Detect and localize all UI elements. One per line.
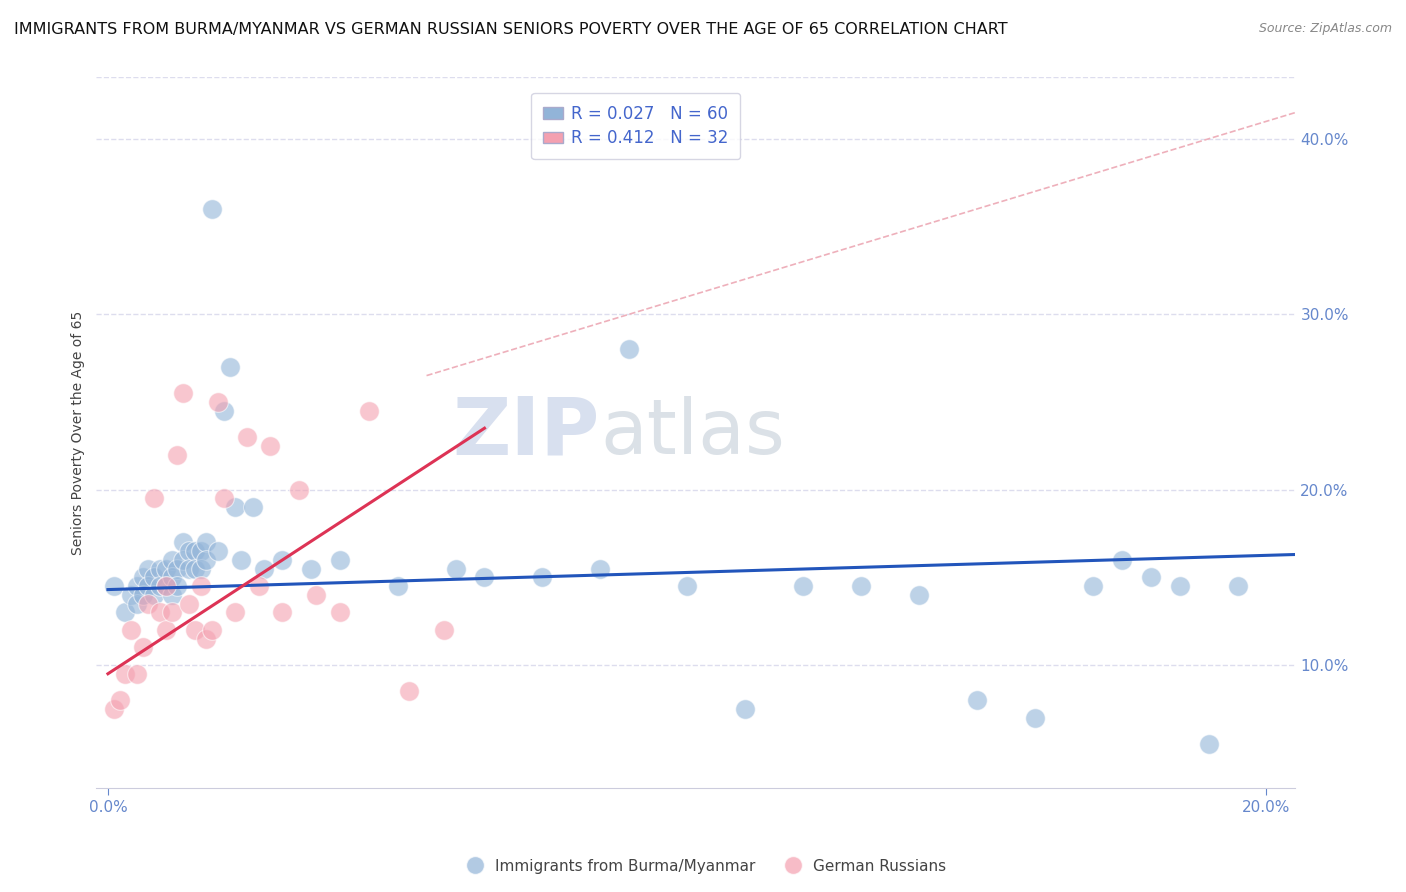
Point (207, 395, 229, 409)
Point (155, 623, 177, 637)
Point (270, 606, 292, 620)
Point (149, 579, 172, 593)
Text: ZIP: ZIP (453, 393, 600, 472)
Point (177, 561, 200, 575)
Text: atlas: atlas (600, 395, 785, 469)
Point (120, 623, 142, 637)
Point (166, 561, 188, 575)
Point (212, 403, 235, 417)
Point (288, 483, 311, 497)
Point (329, 606, 352, 620)
Point (177, 544, 200, 558)
Point (131, 640, 153, 655)
Point (114, 606, 136, 620)
Point (531, 570, 554, 584)
Point (908, 588, 931, 602)
Point (160, 588, 183, 602)
Point (201, 202, 224, 216)
Point (143, 570, 166, 584)
Point (242, 500, 264, 515)
Point (103, 702, 125, 716)
Point (201, 623, 224, 637)
Point (1111, 553, 1133, 567)
Point (131, 588, 153, 602)
Point (172, 553, 194, 567)
Point (172, 535, 194, 549)
Point (849, 579, 872, 593)
Point (474, 570, 496, 584)
Point (125, 666, 148, 681)
Point (212, 491, 235, 506)
Point (190, 544, 212, 558)
Point (125, 597, 148, 611)
Point (966, 693, 988, 707)
Point (160, 553, 183, 567)
Point (589, 561, 612, 575)
Point (155, 579, 177, 593)
Point (231, 553, 253, 567)
Point (138, 561, 160, 575)
Point (676, 579, 699, 593)
Point (619, 343, 641, 357)
Point (1226, 579, 1249, 593)
Point (1081, 579, 1104, 593)
Point (195, 632, 218, 646)
Legend: R = 0.027   N = 60, R = 0.412   N = 32: R = 0.027 N = 60, R = 0.412 N = 32 (531, 93, 741, 159)
Point (259, 439, 281, 453)
Point (1024, 710, 1046, 724)
Point (305, 588, 328, 602)
Text: Source: ZipAtlas.com: Source: ZipAtlas.com (1258, 22, 1392, 36)
Point (143, 491, 166, 506)
Point (172, 386, 194, 401)
Point (166, 448, 188, 462)
Point (299, 561, 322, 575)
Point (792, 579, 814, 593)
Point (218, 359, 240, 374)
Point (184, 561, 207, 575)
Text: IMMIGRANTS FROM BURMA/MYANMAR VS GERMAN RUSSIAN SENIORS POVERTY OVER THE AGE OF : IMMIGRANTS FROM BURMA/MYANMAR VS GERMAN … (14, 22, 1008, 37)
Point (734, 702, 756, 716)
Point (138, 579, 160, 593)
Point (1198, 737, 1220, 751)
Point (224, 606, 246, 620)
Point (120, 588, 142, 602)
Point (190, 579, 212, 593)
Point (224, 500, 246, 515)
Point (398, 684, 420, 698)
Point (108, 693, 131, 707)
Point (155, 561, 177, 575)
Point (433, 623, 456, 637)
Point (236, 430, 259, 444)
Point (195, 535, 218, 549)
Point (1139, 570, 1161, 584)
Point (444, 561, 467, 575)
Point (160, 606, 183, 620)
Point (103, 579, 125, 593)
Point (329, 553, 352, 567)
Point (149, 606, 172, 620)
Point (357, 403, 380, 417)
Point (195, 553, 218, 567)
Point (253, 561, 276, 575)
Point (166, 579, 188, 593)
Point (1168, 579, 1191, 593)
Point (138, 597, 160, 611)
Point (247, 579, 270, 593)
Point (143, 588, 166, 602)
Point (177, 597, 200, 611)
Point (155, 579, 177, 593)
Point (184, 623, 207, 637)
Point (387, 579, 409, 593)
Point (131, 570, 153, 584)
Point (207, 544, 229, 558)
Point (270, 553, 292, 567)
Point (160, 570, 183, 584)
Point (149, 561, 172, 575)
Point (190, 561, 212, 575)
Legend: Immigrants from Burma/Myanmar, German Russians: Immigrants from Burma/Myanmar, German Ru… (454, 853, 952, 880)
Y-axis label: Seniors Poverty Over the Age of 65: Seniors Poverty Over the Age of 65 (72, 310, 86, 555)
Point (125, 579, 148, 593)
Point (114, 666, 136, 681)
Point (184, 544, 207, 558)
